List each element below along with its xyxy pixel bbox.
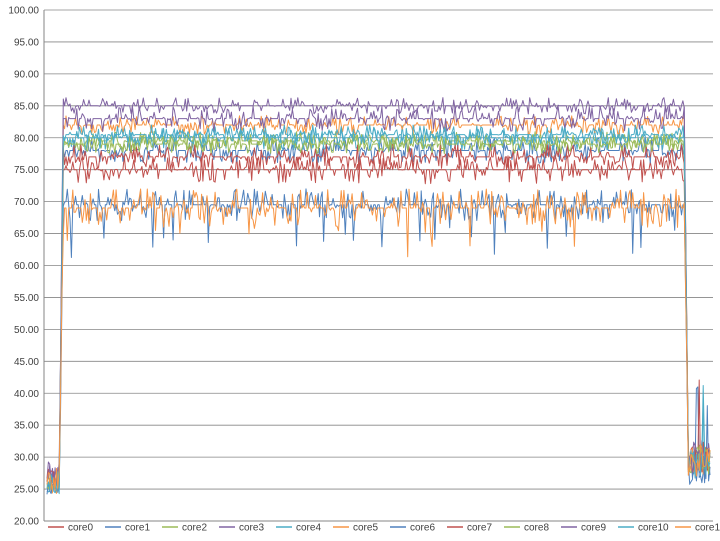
series-line-core2 bbox=[46, 131, 711, 488]
series-line-core10 bbox=[46, 124, 711, 495]
legend-label: core3 bbox=[239, 523, 264, 534]
series-line-core11 bbox=[46, 188, 711, 491]
y-tick-label: 95.00 bbox=[14, 37, 39, 48]
y-tick-label: 55.00 bbox=[14, 293, 39, 304]
legend-label: core2 bbox=[182, 523, 207, 534]
legend-label: core9 bbox=[581, 523, 606, 534]
y-tick-label: 35.00 bbox=[14, 421, 39, 432]
y-tick-label: 80.00 bbox=[14, 133, 39, 144]
series-line-core7 bbox=[46, 143, 711, 486]
gridlines bbox=[44, 9, 713, 522]
legend-item-core11: core11 bbox=[675, 523, 720, 534]
y-tick-label: 65.00 bbox=[14, 229, 39, 240]
legend-item-core10: core10 bbox=[618, 523, 669, 534]
legend-item-core7: core7 bbox=[447, 523, 492, 534]
legend-label: core7 bbox=[467, 523, 492, 534]
legend-label: core11 bbox=[695, 523, 720, 534]
series-line-core3 bbox=[46, 97, 711, 485]
y-tick-label: 40.00 bbox=[14, 389, 39, 400]
legend: core0 core1 core2 core3 core4 core5 core6 core7… bbox=[48, 523, 720, 534]
series-line-core6 bbox=[46, 188, 711, 495]
y-tick-label: 75.00 bbox=[14, 165, 39, 176]
series-line-core5 bbox=[46, 114, 711, 494]
legend-label: core0 bbox=[68, 523, 93, 534]
y-tick-label: 20.00 bbox=[14, 517, 39, 528]
legend-item-core5: core5 bbox=[333, 523, 378, 534]
legend-item-core6: core6 bbox=[390, 523, 435, 534]
y-tick-label: 60.00 bbox=[14, 261, 39, 272]
y-tick-label: 85.00 bbox=[14, 101, 39, 112]
legend-label: core1 bbox=[125, 523, 150, 534]
y-tick-label: 90.00 bbox=[14, 69, 39, 80]
series-line-core4 bbox=[46, 124, 711, 493]
legend-label: core8 bbox=[524, 523, 549, 534]
y-tick-label: 45.00 bbox=[14, 357, 39, 368]
legend-item-core0: core0 bbox=[48, 523, 93, 534]
y-tick-label: 30.00 bbox=[14, 453, 39, 464]
y-tick-label: 100.00 bbox=[8, 6, 39, 17]
y-tick-label: 50.00 bbox=[14, 325, 39, 336]
series-line-core0 bbox=[46, 155, 711, 490]
legend-label: core4 bbox=[296, 523, 321, 534]
y-tick-label: 70.00 bbox=[14, 197, 39, 208]
y-tick-label: 25.00 bbox=[14, 485, 39, 496]
legend-item-core8: core8 bbox=[504, 523, 549, 534]
series-line-core1 bbox=[46, 137, 711, 493]
series-line-core9 bbox=[46, 105, 711, 485]
series-lines bbox=[46, 97, 711, 495]
y-axis-ticks: 20.00 25.00 30.00 35.00 40.00 45.00 50.00 55.00… bbox=[8, 6, 39, 528]
legend-item-core4: core4 bbox=[276, 523, 321, 534]
legend-item-core2: core2 bbox=[162, 523, 207, 534]
legend-item-core1: core1 bbox=[105, 523, 150, 534]
legend-item-core9: core9 bbox=[561, 523, 606, 534]
legend-label: core5 bbox=[353, 523, 378, 534]
legend-item-core3: core3 bbox=[219, 523, 264, 534]
series-line-core8 bbox=[46, 134, 711, 491]
legend-label: core6 bbox=[410, 523, 435, 534]
legend-label: core10 bbox=[638, 523, 669, 534]
